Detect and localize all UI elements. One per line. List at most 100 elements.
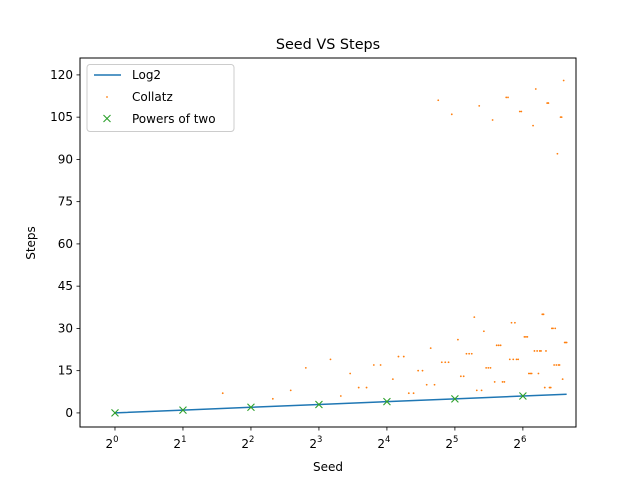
collatz-point [538, 350, 541, 352]
x-tick-exponent: 1 [181, 435, 186, 445]
collatz-point [304, 366, 307, 369]
legend-powers-label: Powers of two [132, 112, 216, 126]
x-axis: 20 21 22 23 24 25 26 [105, 427, 526, 451]
marker-stroke [103, 114, 111, 123]
collatz-point [507, 96, 509, 99]
collatz-point [402, 355, 405, 358]
collatz-point [462, 375, 465, 378]
collatz-point [540, 350, 542, 352]
x-tick-base: 2 [445, 437, 453, 451]
collatz-point [543, 386, 546, 389]
collatz-point [508, 358, 511, 361]
collatz-point [524, 335, 527, 338]
collatz-point [329, 358, 332, 361]
collatz-point [487, 366, 490, 369]
collatz-point [491, 119, 494, 121]
collatz-point [475, 389, 478, 392]
collatz-point [470, 352, 473, 355]
collatz-point [493, 381, 496, 383]
x-axis-label: Seed [313, 460, 343, 474]
x-tick-exponent: 5 [453, 435, 458, 445]
collatz-point [541, 313, 544, 316]
collatz-point [465, 352, 468, 355]
marker-stroke [111, 409, 119, 417]
collatz-point [560, 116, 563, 119]
x-tick-base: 2 [241, 437, 249, 451]
collatz-point [271, 397, 274, 400]
x-tick-exponent: 2 [249, 435, 254, 445]
marker-stroke [518, 392, 527, 400]
legend-powers-swatch [103, 114, 111, 123]
y-tick-label: 0 [65, 406, 73, 420]
collatz-point [391, 378, 394, 381]
y-tick-label: 60 [58, 237, 73, 251]
legend: Log2 Collatz Powers of two [86, 64, 235, 132]
collatz-point [517, 358, 520, 361]
collatz-point [397, 355, 400, 358]
collatz-point [518, 110, 521, 113]
collatz-point [447, 361, 450, 364]
collatz-point [534, 88, 537, 90]
collatz-point [497, 344, 500, 347]
collatz-point [537, 372, 540, 375]
collatz-point [468, 352, 471, 355]
x-tick-label: 20 [105, 435, 118, 451]
x-tick-label: 23 [309, 435, 322, 451]
y-tick-label: 120 [50, 68, 73, 82]
collatz-point [372, 364, 375, 366]
x-tick-exponent: 0 [113, 435, 118, 445]
collatz-point [505, 96, 508, 99]
power-of-two-marker [111, 409, 119, 417]
x-tick-label: 26 [513, 435, 526, 451]
collatz-point [440, 361, 443, 364]
collatz-point [450, 113, 453, 116]
x-tick-exponent: 3 [317, 435, 322, 445]
collatz-point [532, 124, 534, 127]
collatz-point [425, 383, 428, 386]
collatz-point [527, 372, 530, 375]
collatz-point [473, 316, 476, 319]
power-of-two-marker [179, 406, 187, 414]
collatz-point [412, 392, 415, 395]
chart-title: Seed VS Steps [276, 37, 380, 53]
collatz-point [529, 372, 532, 375]
collatz-point [545, 350, 547, 352]
collatz-point [457, 338, 459, 341]
collatz-point [562, 79, 565, 82]
power-of-two-marker [451, 394, 459, 403]
x-tick-base: 2 [377, 437, 385, 451]
power-of-two-marker [247, 403, 255, 412]
collatz-point [512, 358, 515, 361]
collatz-point [499, 344, 502, 347]
collatz-point [549, 386, 552, 389]
x-tick-exponent: 4 [385, 435, 390, 445]
collatz-point [444, 361, 447, 364]
collatz-point [530, 372, 533, 375]
collatz-point [421, 369, 424, 372]
collatz-point [379, 364, 382, 366]
plot-area [111, 79, 568, 417]
collatz-point [478, 104, 481, 107]
collatz-point [433, 383, 436, 386]
collatz-point [555, 364, 558, 366]
legend-log2-label: Log2 [132, 68, 161, 82]
collatz-point [523, 335, 526, 338]
collatz-point [437, 99, 440, 102]
y-tick-label: 105 [50, 110, 73, 124]
collatz-point [553, 364, 556, 366]
x-tick-label: 25 [445, 435, 458, 451]
x-tick-base: 2 [105, 437, 113, 451]
y-tick-label: 90 [58, 152, 73, 166]
y-tick-label: 30 [58, 321, 73, 335]
collatz-point [417, 369, 420, 372]
marker-stroke [179, 406, 187, 414]
collatz-point [561, 378, 564, 381]
legend-collatz-swatch [106, 96, 108, 98]
x-tick-label: 24 [377, 435, 390, 451]
y-axis: 0 15 30 45 60 75 90 105 120 [50, 68, 80, 420]
log2-line [114, 393, 567, 414]
y-tick-label: 15 [58, 364, 73, 378]
collatz-point [429, 347, 432, 350]
marker-stroke [315, 400, 323, 409]
